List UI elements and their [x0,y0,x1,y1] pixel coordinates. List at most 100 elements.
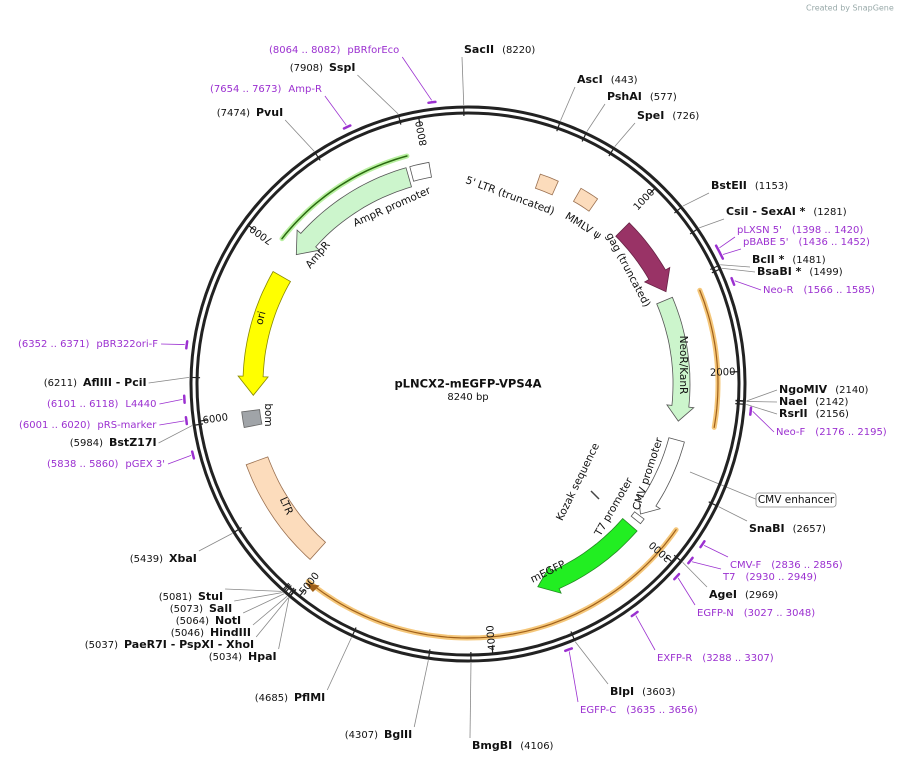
enzyme-site [284,585,292,593]
enzyme-site [689,228,698,235]
megfp-annotation [307,529,677,639]
neor-annotation-halo [697,287,721,430]
enzyme-site [735,403,745,405]
enzyme-name: PflMI [294,691,325,704]
enzyme-position: (577) [650,92,677,103]
map-tick [665,556,673,563]
primer-site [185,340,189,350]
enzyme-leader [148,377,190,384]
enzyme-leader [252,595,288,626]
enzyme-leader [746,389,778,402]
primer-leader [752,411,775,433]
enzyme-leader [255,597,289,638]
primer-site [673,572,681,581]
primer-leader [703,544,729,558]
enzyme-position: (2657) [793,524,826,535]
primer-name: EGFP-C [580,705,616,716]
enzyme-site [674,206,682,214]
enzyme-site [193,423,204,426]
enzyme-position: (1153) [755,181,788,192]
primer-range: (6001 .. 6020) [19,420,91,431]
enzyme-name: HpaI [248,650,277,663]
enzyme-site [556,122,561,132]
enzyme-leader [720,264,751,268]
enzyme-leader [242,593,285,614]
enzyme-name: BstZ17I [109,436,157,449]
enzyme-position: (7474) [217,108,250,119]
enzyme-position: (5064) [176,616,209,627]
primer-leader [719,236,736,249]
feature-label: Kozak sequence [554,441,602,522]
map-tick [649,187,656,195]
enzyme-name: CsiI - SexAI * [726,205,806,218]
enzyme-name: BsaBI * [757,265,802,278]
map-tick [247,224,256,231]
map-tick [299,589,305,597]
primer-name: pBR322ori-F [96,339,158,350]
enzyme-position: (7908) [290,63,323,74]
feature-shapes [182,100,837,653]
enzyme-leader [198,533,233,552]
primer-name: L4440 [125,399,156,410]
ampr-shape [295,167,412,256]
primer-site [342,124,352,130]
enzyme-site [233,526,242,533]
map-tick-label: 5000 [298,571,322,598]
enzyme-leader [718,506,748,522]
enzyme-name: NgoMIV [779,383,828,396]
enzyme-leader [699,218,725,229]
ltr-5-shape [534,173,559,196]
cmv-enhancer-box [755,492,837,508]
enzyme-name: SspI [329,61,355,74]
primer-site [718,251,725,260]
primer-name: pRS-marker [97,420,157,431]
primer-name: pBRforEco [347,45,399,56]
primer-name: Amp-R [288,84,322,95]
enzyme-name: BglII [384,728,412,741]
enzyme-site [283,583,291,592]
primer-leader [167,455,192,465]
primer-range: (6101 .. 6118) [47,399,119,410]
primer-site [564,647,574,653]
enzyme-position: (1499) [809,267,842,278]
enzyme-leader [746,401,778,403]
primer-leader [568,651,579,703]
enzyme-name: AflIII - PciI [83,376,147,389]
primer-name: pLXSN 5' [737,225,782,236]
enzyme-name: SacII [464,43,494,56]
primer-name: Neo-F [776,427,806,438]
enzyme-position: (6211) [44,378,77,389]
enzyme-position: (443) [611,75,638,86]
primer-range: (3027 .. 3048) [744,608,816,619]
enzyme-position: (8220) [502,45,535,56]
backbone-inner [195,111,741,657]
enzyme-name: HindIII [210,626,251,639]
enzyme-site [282,582,290,591]
enzyme-name: SalI [209,602,232,615]
megfp-shape [537,517,638,594]
enzyme-position: (2156) [816,409,849,420]
map-tick [491,645,494,654]
enzyme-site [351,627,357,636]
bom-shape [241,409,263,428]
enzyme-leader [225,588,282,592]
enzyme-name: PshAI [607,90,642,103]
primer-range: (3635 .. 3656) [626,705,698,716]
enzyme-position: (5073) [170,604,203,615]
enzyme-name: XbaI [169,552,197,565]
enzyme-name: PvuI [256,106,283,119]
enzyme-position: (4685) [255,693,288,704]
enzyme-leader [746,404,778,415]
enzyme-site [570,631,575,640]
enzyme-leader [278,597,290,650]
primer-leader [722,248,742,255]
ampr-annotation [281,155,408,240]
primer-range: (3288 .. 3307) [702,653,774,664]
primer-name: pGEX 3' [125,459,165,470]
enzyme-site [289,588,296,597]
primer-site [687,556,694,565]
enzyme-name: NaeI [779,395,807,408]
ltr-shape [245,456,327,560]
